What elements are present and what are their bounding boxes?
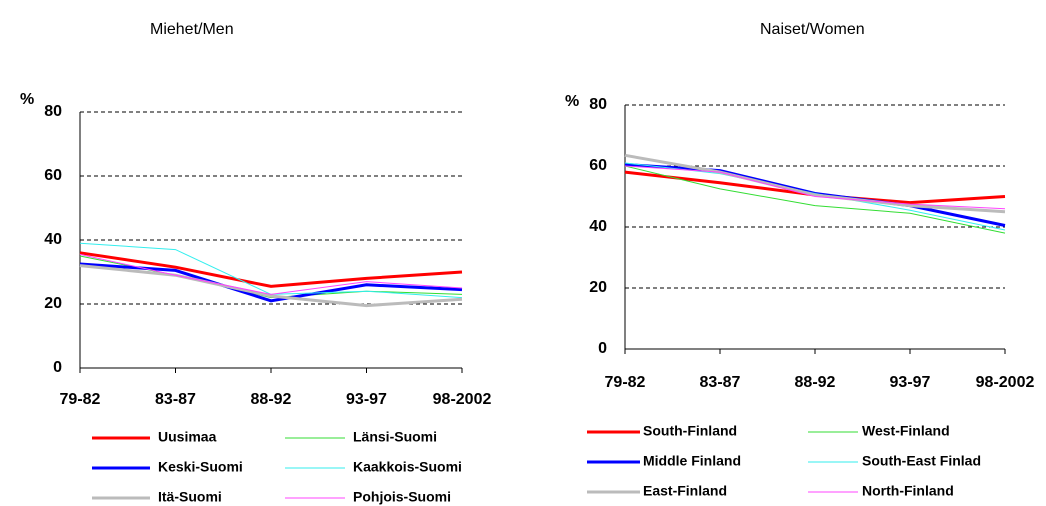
legend-label: North-Finland (862, 483, 954, 499)
legend-label: West-Finland (862, 423, 950, 439)
series-line (624, 165, 1006, 234)
x-tick-label: 88-92 (251, 391, 292, 408)
legend-label: East-Finland (643, 483, 727, 499)
y-axis-label: % (565, 93, 579, 110)
legend-label: Pohjois-Suomi (353, 489, 451, 505)
series-line (79, 253, 463, 295)
series-line (624, 170, 1006, 205)
y-tick-label: 20 (44, 295, 62, 312)
y-tick-label: 60 (589, 157, 607, 174)
legend-label: South-East Finlad (862, 453, 981, 469)
y-tick-label: 40 (589, 218, 607, 235)
x-tick-label: 83-87 (155, 391, 196, 408)
series-line (79, 251, 463, 288)
x-tick-label: 79-82 (605, 374, 646, 391)
series-line (79, 264, 463, 308)
y-axis-label: % (20, 91, 34, 108)
legend-label: Kaakkois-Suomi (353, 459, 462, 475)
chart-title: Naiset/Women (760, 21, 865, 38)
legend-label: Middle Finland (643, 453, 741, 469)
x-tick-label: 79-82 (60, 391, 101, 408)
y-tick-label: 80 (589, 96, 607, 113)
legend-label: Uusimaa (158, 429, 217, 445)
legend-label: Länsi-Suomi (353, 429, 437, 445)
y-tick-label: 80 (44, 103, 62, 120)
y-tick-label: 40 (44, 231, 62, 248)
legend-label: Keski-Suomi (158, 459, 243, 475)
x-tick-label: 93-97 (890, 374, 931, 391)
y-tick-label: 0 (53, 359, 62, 376)
chart-title: Miehet/Men (150, 21, 234, 38)
legend-label: South-Finland (643, 423, 737, 439)
x-tick-label: 88-92 (795, 374, 836, 391)
series-line (624, 165, 1006, 210)
series-line (624, 153, 1006, 214)
x-tick-label: 93-97 (346, 391, 387, 408)
x-tick-label: 98-2002 (976, 374, 1035, 391)
y-tick-label: 60 (44, 167, 62, 184)
y-tick-label: 0 (598, 340, 607, 357)
x-tick-label: 83-87 (700, 374, 741, 391)
legend-label: Itä-Suomi (158, 489, 222, 505)
x-tick-label: 98-2002 (433, 391, 492, 408)
y-tick-label: 20 (589, 279, 607, 296)
